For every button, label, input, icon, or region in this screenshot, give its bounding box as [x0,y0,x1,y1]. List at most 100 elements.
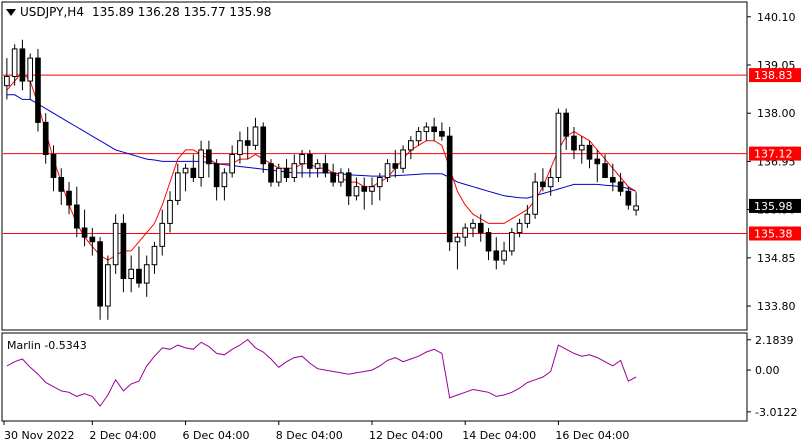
candle[interactable] [299,149,305,178]
indicator-frame[interactable] [1,332,748,422]
candle-body [485,232,492,252]
candle[interactable] [609,163,616,192]
candle[interactable] [128,255,135,293]
candle[interactable] [143,255,150,297]
candle[interactable] [524,205,531,228]
candle[interactable] [338,168,344,187]
candle[interactable] [470,218,476,238]
candle-body [260,126,267,165]
candle[interactable] [625,186,632,210]
candle[interactable] [27,53,34,100]
candle[interactable] [408,136,414,160]
candle-body [66,190,72,206]
candle[interactable] [547,168,554,196]
candle[interactable] [586,140,593,169]
candle[interactable] [485,227,492,261]
candle[interactable] [392,149,399,178]
candle[interactable] [454,232,461,270]
candle[interactable] [66,182,72,215]
candle[interactable] [229,145,235,178]
candle[interactable] [477,214,484,242]
candle[interactable] [617,172,624,196]
candle[interactable] [213,159,220,201]
triangle-down-icon[interactable] [6,9,16,16]
candlestick-series [4,39,639,320]
candle[interactable] [260,122,267,173]
candle[interactable] [594,149,601,183]
candle[interactable] [493,237,500,270]
candle[interactable] [423,122,430,141]
candle[interactable] [353,177,360,201]
level-price-label: 137.12 [754,148,793,161]
candle[interactable] [400,145,406,173]
candle[interactable] [516,218,523,238]
candle[interactable] [112,214,119,274]
candle[interactable] [190,154,197,183]
indicator-tick-label: 0.00 [755,364,780,377]
candle[interactable] [314,159,321,178]
candle[interactable] [174,163,181,206]
candle[interactable] [431,117,437,141]
candle-body [540,181,546,188]
candle[interactable] [151,241,158,274]
candle[interactable] [81,209,88,247]
candle[interactable] [97,237,103,320]
candle[interactable] [446,126,453,251]
candle[interactable] [136,246,142,288]
candle[interactable] [159,209,166,256]
candle[interactable] [11,44,18,86]
candle[interactable] [89,227,96,256]
candle[interactable] [571,126,577,160]
candle[interactable] [415,126,422,146]
candle[interactable] [602,154,608,178]
candle[interactable] [120,214,127,293]
candle[interactable] [361,177,368,210]
candle[interactable] [633,192,639,216]
candle[interactable] [540,168,546,192]
candle-body [314,163,321,169]
candle[interactable] [322,154,329,178]
candle[interactable] [462,223,469,247]
candle[interactable] [563,108,570,150]
candle-body [89,236,96,243]
candle-body [268,163,274,183]
candle[interactable] [4,58,10,100]
candle[interactable] [508,227,515,256]
candle[interactable] [439,122,445,141]
candle[interactable] [307,149,313,178]
candle[interactable] [182,163,189,192]
candle[interactable] [19,39,26,91]
candle[interactable] [291,154,298,183]
candle[interactable] [376,172,383,201]
main-chart-frame[interactable] [1,1,748,331]
candle[interactable] [206,140,212,178]
candle[interactable] [532,172,538,219]
candle[interactable] [73,186,80,238]
candle-body [408,140,414,151]
candle[interactable] [578,136,585,164]
candle[interactable] [268,159,274,187]
candle[interactable] [330,163,336,187]
candle[interactable] [345,168,352,206]
candle[interactable] [58,168,65,206]
candle[interactable] [252,117,259,150]
candle[interactable] [501,241,507,265]
candle-body [174,172,181,201]
candle[interactable] [42,113,49,164]
candle[interactable] [221,168,228,201]
candle[interactable] [167,191,173,233]
candle[interactable] [198,140,204,187]
candle[interactable] [369,177,375,206]
candle[interactable] [35,48,41,132]
candle[interactable] [105,255,111,320]
candle[interactable] [275,163,282,187]
level-price-label: 135.38 [754,227,793,240]
time-tick-label: 12 Dec 04:00 [369,429,443,442]
candle[interactable] [283,159,290,183]
candle[interactable] [244,126,251,160]
candle[interactable] [555,108,562,183]
candle[interactable] [50,145,57,192]
candle[interactable] [237,131,243,164]
candle[interactable] [384,159,391,183]
